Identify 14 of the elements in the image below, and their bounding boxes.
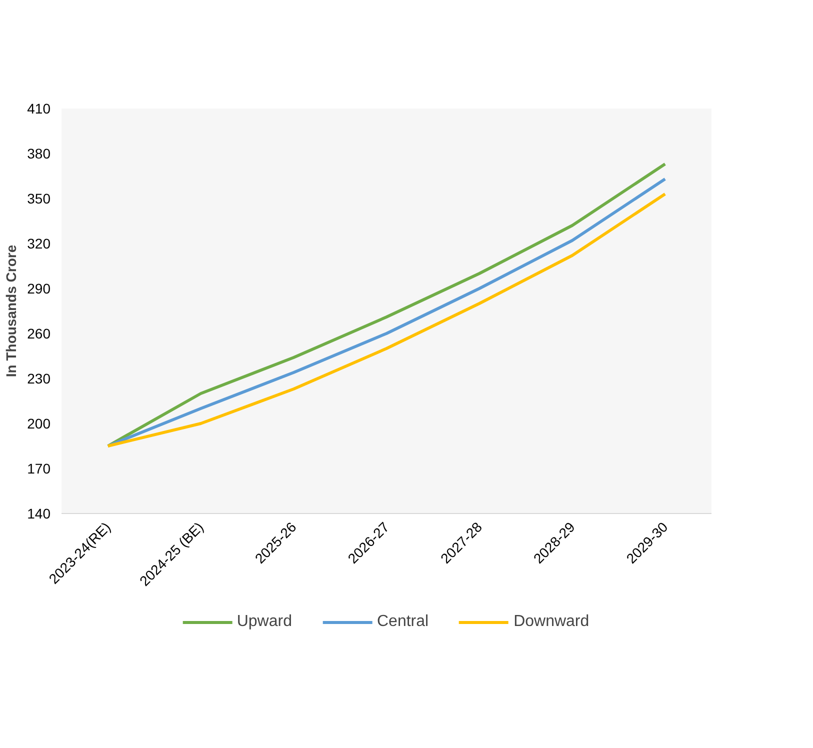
- y-tick-label: 260: [27, 326, 51, 342]
- legend-label: Central: [376, 613, 429, 631]
- legend-label: Downward: [514, 613, 590, 631]
- y-tick-label: 320: [27, 236, 51, 252]
- y-tick-label: 290: [27, 280, 51, 296]
- y-tick-label: 200: [27, 416, 51, 432]
- legend-label: Upward: [236, 613, 292, 631]
- y-tick-label: 350: [27, 190, 51, 206]
- y-tick-label: 230: [27, 370, 51, 386]
- y-tick-label: 170: [27, 460, 51, 476]
- y-tick-label: 380: [27, 146, 51, 162]
- y-tick-label: 410: [27, 100, 51, 116]
- y-axis-title: In Thousands Crore: [3, 244, 20, 378]
- y-tick-label: 140: [27, 506, 51, 522]
